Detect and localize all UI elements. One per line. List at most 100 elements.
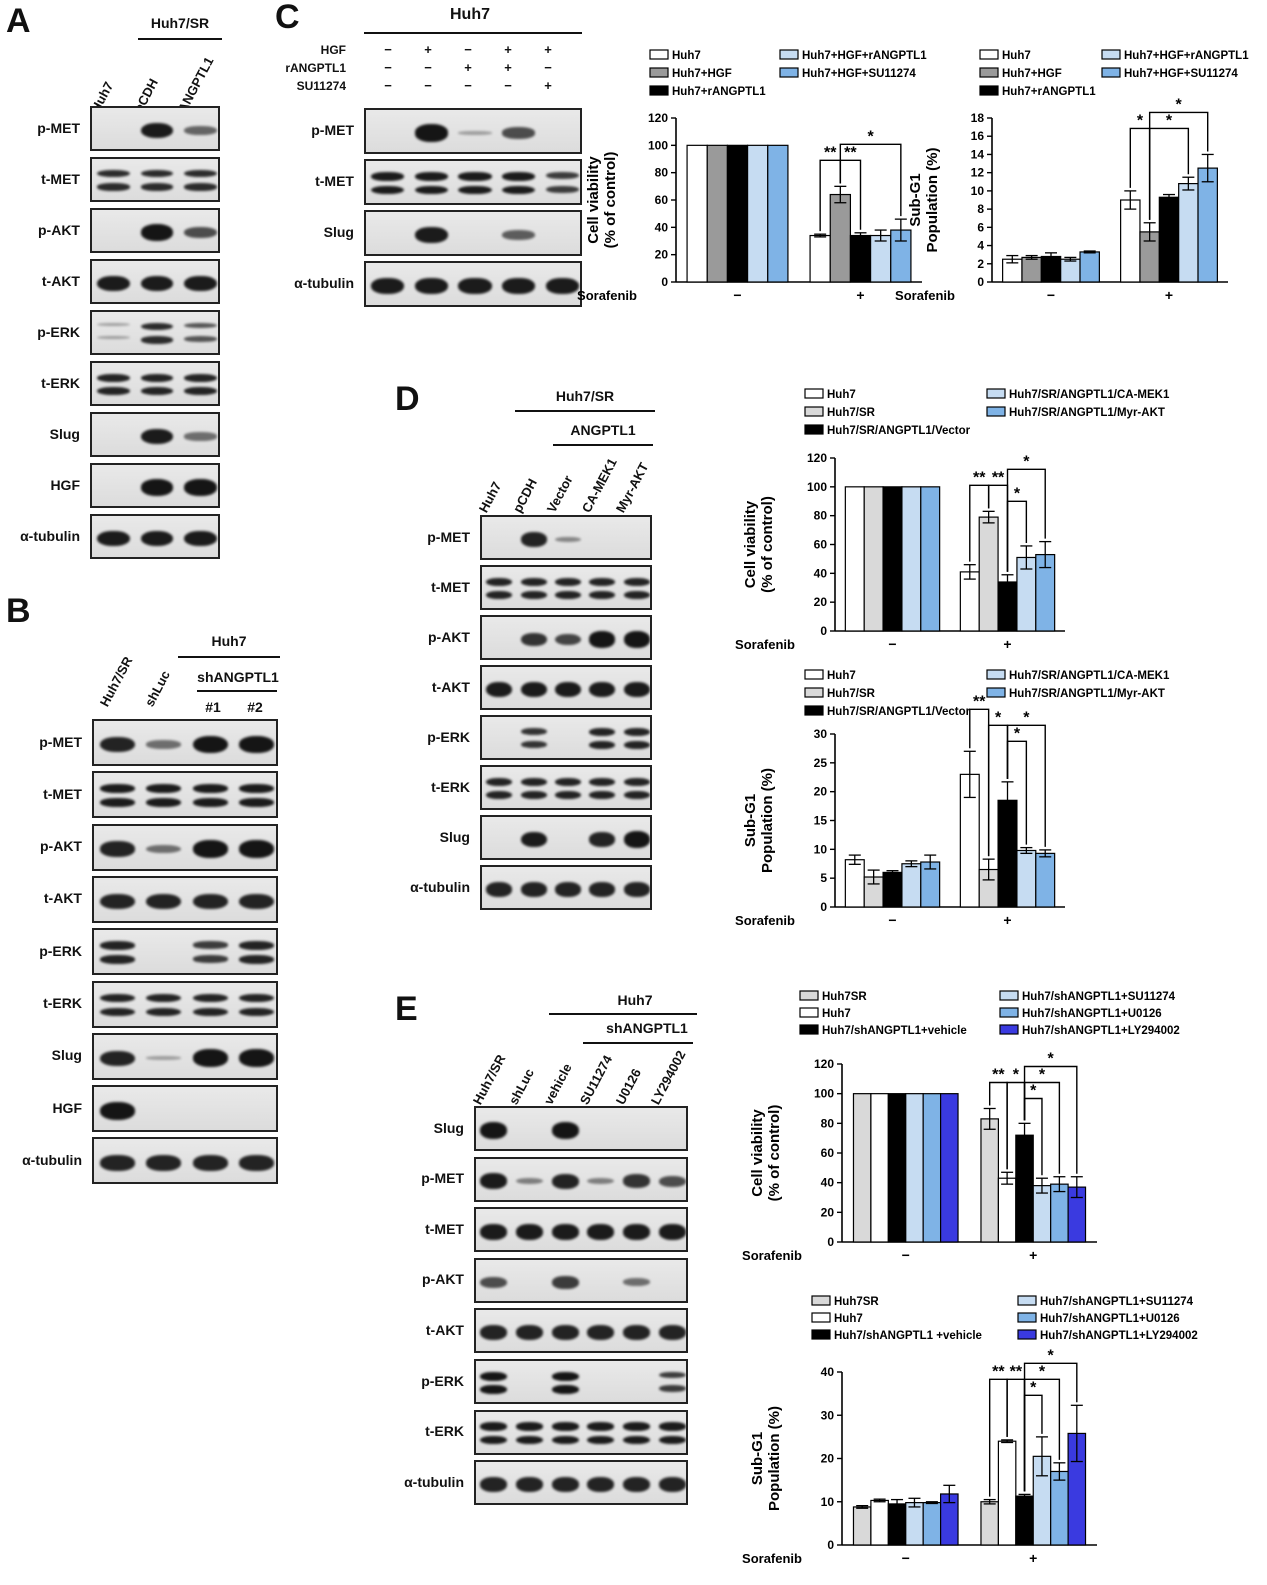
- D-band-7-2: [554, 881, 582, 897]
- D-subg1-y-tick-label-1: 5: [820, 871, 827, 885]
- C-condition-sign-2-2: −: [464, 78, 472, 93]
- C-subg1-legend-label-0: Huh7: [1002, 50, 1031, 62]
- E-band-1-4: [622, 1174, 651, 1188]
- D-subg1-y-tick-label-0: 0: [820, 900, 827, 914]
- C-viability-sig-bracket-1: [839, 159, 862, 230]
- B-row-label-4: p-ERK: [39, 942, 82, 959]
- D-subg1-bar-0-1: [959, 773, 980, 908]
- E-subg1-category-1: +: [1029, 1550, 1037, 1566]
- D-band-5-0-0: [486, 777, 513, 786]
- C-condition-sign-0-1: +: [424, 42, 432, 57]
- E-viability-legend-label-3: Huh7/shANGPTL1+SU11274: [1022, 991, 1176, 1003]
- E-band-5-5-1: [658, 1385, 686, 1392]
- E-subg1-x-label: Sorafenib: [742, 1551, 802, 1566]
- E-band-6-0-0: [480, 1422, 508, 1431]
- C-blot-strip-1: [364, 159, 582, 205]
- A-band-7-1: [140, 478, 174, 497]
- D-lane-label-2: Vector: [544, 472, 577, 515]
- D-blot-strip-3: [480, 665, 652, 710]
- E-subg1-sig-star-0: **: [992, 1363, 1005, 1380]
- E-viability-category-0: −: [902, 1247, 910, 1263]
- C-viability-legend-label-4: Huh7+HGF+SU11274: [802, 68, 916, 80]
- D-band-1-0-0: [486, 577, 513, 586]
- B-band-7-0: [99, 1101, 135, 1120]
- D-viability-category-0: −: [888, 636, 896, 652]
- A-band-5-0-0: [97, 373, 131, 382]
- E-viability-sig-bracket-0: [988, 1081, 1008, 1170]
- D-band-5-3-0: [589, 777, 616, 786]
- A-row-label-0: p-MET: [37, 119, 80, 136]
- E-viability-y-tick-label-4: 80: [821, 1116, 835, 1130]
- B-band-3-0: [99, 893, 135, 910]
- C-viability-sig-bracket-0: [819, 159, 842, 232]
- E-viability-legend-swatch-2: [799, 1024, 819, 1035]
- E-viability-sig-bracket-4: [1023, 1065, 1078, 1174]
- E-subg1-sig-bracket-1: [1006, 1378, 1026, 1492]
- D-blot-strip-1: [480, 565, 652, 610]
- E-band-6-5-0: [658, 1422, 686, 1431]
- D-blot-strip-0: [480, 515, 652, 560]
- B-band-4-2-1: [192, 955, 228, 963]
- C-band-1-3-1: [502, 185, 536, 195]
- C-condition-sign-1-4: −: [544, 60, 552, 75]
- D-group-line: [515, 410, 655, 412]
- E-band-5-0-1: [480, 1385, 508, 1395]
- C-viability-bar-3-1: [869, 234, 892, 283]
- B-band-5-0-1: [99, 1007, 135, 1017]
- A-row-label-5: t-ERK: [41, 374, 80, 391]
- B-band-4-0-1: [99, 955, 135, 964]
- D-subg1-legend-label-0: Huh7: [827, 670, 856, 682]
- E-band-1-1: [515, 1177, 544, 1185]
- B-lane-label-1: shLuc: [141, 668, 173, 709]
- B-band-8-3: [239, 1155, 275, 1171]
- C-band-3-0: [371, 277, 405, 295]
- C-subg1-legend-swatch-3: [1101, 49, 1121, 60]
- C-subg1-sig-star-1: *: [1166, 112, 1173, 129]
- A-band-0-1: [140, 122, 174, 139]
- D-viability-sig-bracket-2: [1006, 500, 1028, 572]
- D-band-3-1: [520, 681, 547, 698]
- A-blot-strip-0: [90, 106, 220, 151]
- D-band-1-0-1: [486, 591, 513, 600]
- D-subg1-sig-bracket-0: [969, 708, 990, 857]
- E-band-6-1-1: [515, 1435, 544, 1445]
- D-subg1-sig-star-1: *: [995, 709, 1002, 726]
- E-lane-label-4: U0126: [612, 1066, 644, 1107]
- D-blot-strip-5: [480, 765, 652, 810]
- A-band-1-2-0: [183, 169, 217, 178]
- C-viability-y-label-0: Cell viability: [585, 156, 602, 244]
- C-subg1-y-label-1: Population (%): [924, 148, 941, 253]
- D-viability-x-label: Sorafenib: [735, 637, 795, 652]
- A-band-6-1: [140, 428, 174, 445]
- B-lane-label-0: Huh7/SR: [96, 654, 136, 709]
- B-band-1-2-1: [192, 798, 228, 808]
- A-band-8-2: [183, 530, 217, 547]
- A-band-3-0: [97, 275, 131, 292]
- C-subg1-legend-swatch-2: [979, 85, 999, 96]
- D-band-7-0: [486, 881, 513, 897]
- E-row-label-1: p-MET: [421, 1170, 464, 1187]
- B-group-label: Huh7: [211, 633, 247, 649]
- C-band-3-3: [502, 277, 536, 295]
- C-viability-y-tick-label-3: 60: [655, 193, 669, 207]
- C-subg1-y-tick-label-3: 6: [977, 220, 984, 234]
- E-blot-strip-6: [474, 1409, 688, 1455]
- B-lane-3: #1: [205, 699, 221, 715]
- C-viability-legend-swatch-3: [779, 49, 799, 60]
- E-subg1-y-tick-label-0: 0: [827, 1538, 834, 1552]
- D-band-5-1-1: [520, 791, 547, 800]
- A-blot-strip-7: [90, 463, 220, 508]
- C-subg1-y-tick-label-1: 2: [977, 257, 984, 271]
- B-band-6-0: [99, 1050, 135, 1067]
- E-viability-y-tick-label-1: 20: [821, 1205, 835, 1219]
- E-band-3-2: [551, 1275, 579, 1289]
- C-subg1-x-label: Sorafenib: [895, 288, 955, 303]
- B-band-8-1: [146, 1155, 182, 1171]
- E-viability-legend-label-1: Huh7: [822, 1008, 851, 1020]
- D-band-5-4-0: [623, 777, 650, 786]
- D-band-7-4: [623, 881, 650, 897]
- C-subg1-bar-3-0: [1060, 258, 1081, 283]
- E-subg1-sig-bracket-4: [1023, 1362, 1078, 1492]
- C-subg1-legend-label-3: Huh7+HGF+rANGPTL1: [1124, 50, 1249, 62]
- D-lane-label-4: Myr-AKT: [612, 460, 652, 515]
